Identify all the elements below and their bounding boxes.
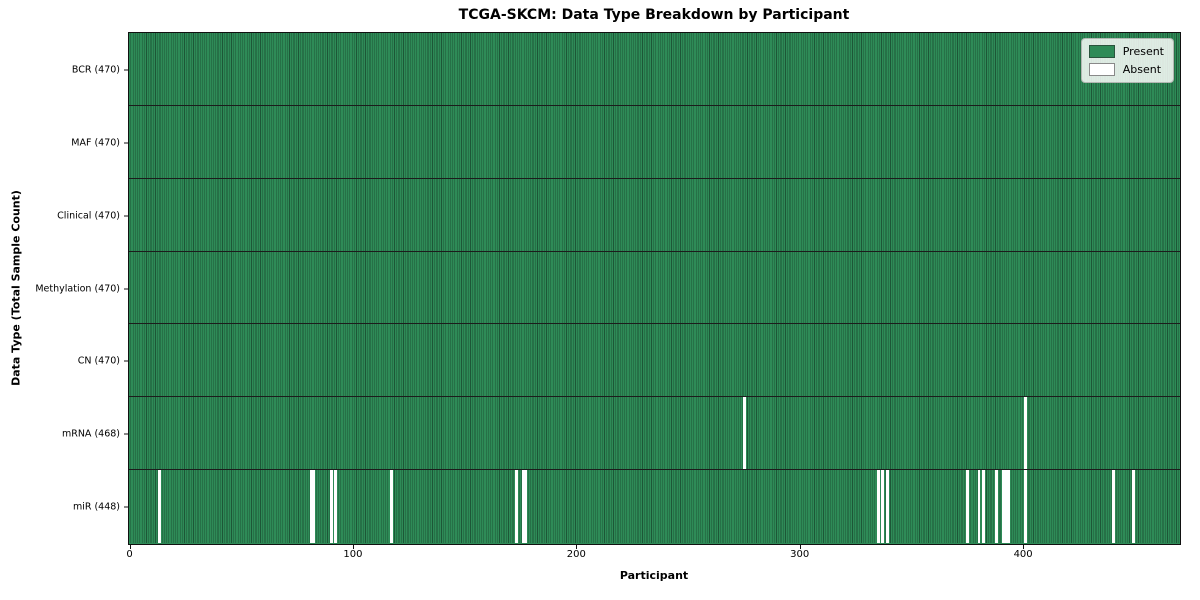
xtick-mark-200 <box>576 545 578 549</box>
absent-cell-miR-92 <box>334 470 338 543</box>
xtick-label-300: 300 <box>790 549 810 560</box>
ytick-mark-Clinical <box>124 215 128 217</box>
xtick-mark-300 <box>799 545 801 549</box>
heatmap-row-Methylation <box>129 251 1180 325</box>
legend-label-absent: Absent <box>1122 63 1162 76</box>
absent-cell-miR-391 <box>1002 470 1006 543</box>
xtick-label-100: 100 <box>343 549 363 560</box>
ytick-label-MAF: MAF (470) <box>71 137 120 149</box>
absent-cell-miR-117 <box>389 470 393 543</box>
legend: Present Absent <box>1080 38 1174 83</box>
absent-cell-miR-176 <box>521 470 525 543</box>
xtick-label-400: 400 <box>1013 549 1033 560</box>
ytick-mark-Methylation <box>124 288 128 289</box>
heatmap-row-mRNA <box>129 397 1180 471</box>
absent-cell-miR-393 <box>1006 470 1010 543</box>
heatmap-row-CN <box>129 324 1180 398</box>
absent-cell-miR-81 <box>309 470 313 543</box>
xtick-label-0: 0 <box>126 549 133 560</box>
absent-cell-miR-388 <box>995 470 999 543</box>
absent-cell-miR-382 <box>982 470 985 543</box>
absent-cell-miR-335 <box>877 470 880 543</box>
ytick-label-miR: miR (448) <box>72 501 120 513</box>
absent-cell-miR-401 <box>1024 470 1028 543</box>
legend-swatch-present <box>1088 45 1115 58</box>
absent-cell-miR-337 <box>881 470 885 543</box>
heatmap-plot-area <box>128 32 1181 545</box>
ytick-mark-CN <box>124 360 128 362</box>
legend-entry-present: Present <box>1088 45 1164 58</box>
heatmap-row-BCR <box>129 33 1180 106</box>
absent-cell-miR-90 <box>329 470 333 543</box>
xtick-mark-0 <box>129 545 131 549</box>
ytick-label-mRNA: mRNA (468) <box>61 428 120 440</box>
ytick-label-Methylation: Methylation (470) <box>35 283 120 294</box>
xtick-label-200: 200 <box>566 549 586 560</box>
absent-cell-miR-392 <box>1004 470 1008 543</box>
absent-cell-mRNA-275 <box>742 397 746 470</box>
ytick-label-BCR: BCR (470) <box>71 64 120 76</box>
ytick-mark-mRNA <box>124 433 128 435</box>
heatmap-row-Clinical <box>129 178 1180 252</box>
chart-title: TCGA-SKCM: Data Type Breakdown by Partic… <box>458 7 850 23</box>
absent-cell-miR-440 <box>1111 470 1115 543</box>
absent-cell-miR-13 <box>157 470 161 543</box>
legend-label-present: Present <box>1122 45 1164 58</box>
heatmap-row-MAF <box>129 105 1180 179</box>
absent-cell-miR-339 <box>885 470 889 543</box>
ytick-mark-BCR <box>124 69 128 71</box>
ytick-mark-miR <box>124 506 128 508</box>
xtick-mark-400 <box>1023 545 1025 549</box>
absent-cell-miR-177 <box>524 470 527 543</box>
absent-cell-mRNA-401 <box>1024 397 1028 470</box>
heatmap-row-miR <box>129 470 1180 543</box>
absent-cell-miR-173 <box>515 470 518 543</box>
absent-cell-miR-375 <box>966 470 970 543</box>
absent-cell-miR-82 <box>311 470 315 543</box>
legend-swatch-absent <box>1088 63 1115 76</box>
absent-cell-miR-449 <box>1131 470 1135 543</box>
xtick-mark-100 <box>352 545 354 549</box>
x-axis-label: Participant <box>619 569 689 582</box>
ytick-label-CN: CN (470) <box>77 355 120 367</box>
legend-entry-absent: Absent <box>1088 63 1164 76</box>
absent-cell-miR-380 <box>977 470 981 543</box>
ytick-mark-MAF <box>124 142 128 144</box>
ytick-label-Clinical: Clinical (470) <box>57 210 120 222</box>
